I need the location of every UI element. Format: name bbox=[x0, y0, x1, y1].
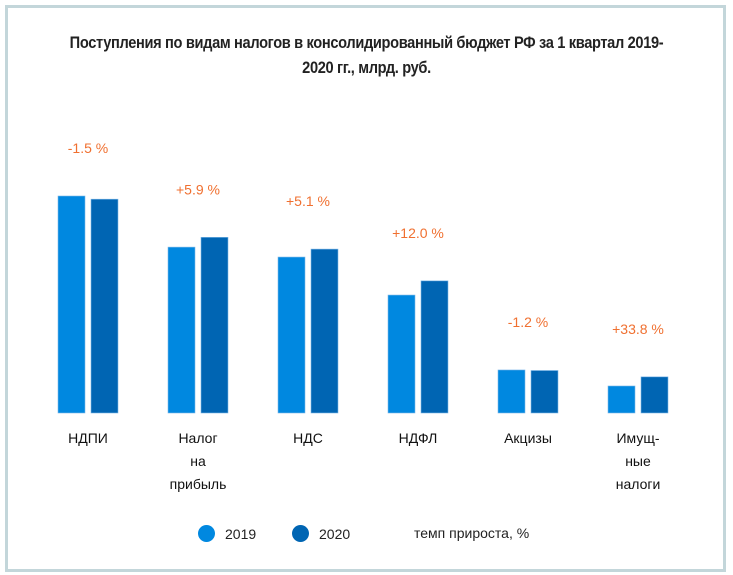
bar-2020-4 bbox=[530, 370, 559, 414]
bar-2020-1 bbox=[200, 237, 229, 414]
category-label-2-line-0: НДС bbox=[293, 430, 323, 446]
bar-2020-2 bbox=[310, 248, 339, 414]
category-label-5-line-1: ные bbox=[625, 453, 651, 469]
legend: 2019 2020 темп прироста, % bbox=[0, 520, 733, 550]
growth-label-0: -1.5 % bbox=[68, 140, 108, 156]
legend-note: темп прироста, % bbox=[414, 525, 529, 541]
bar-2020-0 bbox=[90, 198, 119, 414]
category-label-3-line-0: НДФЛ bbox=[399, 430, 438, 446]
legend-item-2019: 2019 bbox=[198, 525, 256, 542]
category-label-5-line-0: Имущ- bbox=[616, 430, 659, 446]
legend-dot-2019-icon bbox=[198, 525, 215, 542]
category-label-1-line-2: прибыль bbox=[170, 476, 227, 492]
chart-title-line-2: 2020 гг., млрд. руб. bbox=[302, 58, 431, 77]
bar-2019-1 bbox=[167, 246, 196, 414]
bar-2019-2 bbox=[277, 256, 306, 414]
chart-frame bbox=[5, 5, 726, 572]
legend-note-text: темп прироста, % bbox=[414, 525, 530, 541]
chart-title-line-1: Поступления по видам налогов в консолиди… bbox=[69, 33, 664, 52]
bar-2020-3 bbox=[420, 280, 449, 414]
category-label-1-line-0: Налог bbox=[178, 430, 217, 446]
growth-label-1: +5.9 % bbox=[176, 181, 220, 197]
legend-label-2020: 2020 bbox=[319, 525, 351, 542]
category-label-1-line-1: на bbox=[190, 453, 206, 469]
bar-2020-5 bbox=[640, 376, 669, 414]
growth-label-2: +5.1 % bbox=[286, 193, 330, 209]
bar-2019-5 bbox=[607, 385, 636, 414]
legend-item-2020: 2020 bbox=[292, 525, 350, 542]
category-label-4-line-0: Акцизы bbox=[504, 430, 552, 446]
category-label-5-line-2: налоги bbox=[616, 476, 661, 492]
legend-label-2019: 2019 bbox=[225, 525, 257, 542]
bar-2019-4 bbox=[497, 369, 526, 414]
chart-title: Поступления по видам налогов в консолиди… bbox=[51, 30, 681, 80]
growth-label-5: +33.8 % bbox=[612, 321, 664, 337]
growth-label-4: -1.2 % bbox=[508, 314, 548, 330]
bar-2019-0 bbox=[57, 195, 86, 414]
growth-label-3: +12.0 % bbox=[392, 225, 444, 241]
category-label-0-line-0: НДПИ bbox=[68, 430, 108, 446]
legend-dot-2020-icon bbox=[292, 525, 309, 542]
bar-chart: -1.5 % НДПИ +5.9 % Налог на прибыль +5.1 % НДС +… bbox=[57, 140, 669, 492]
bar-2019-3 bbox=[387, 294, 416, 414]
